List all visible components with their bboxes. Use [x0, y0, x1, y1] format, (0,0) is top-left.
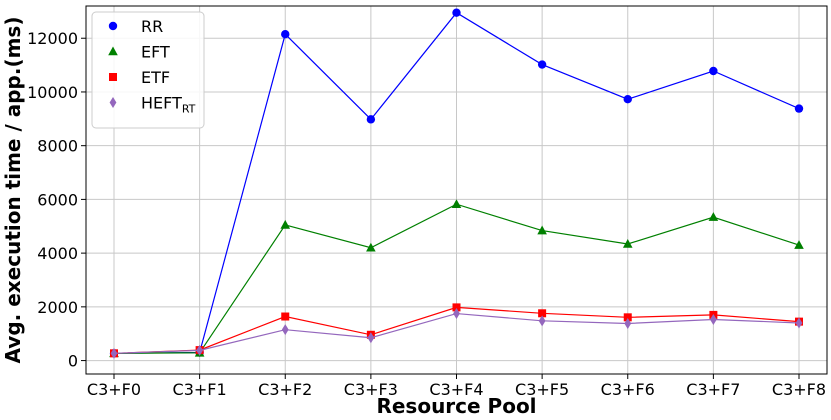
grid-lines: [86, 6, 827, 374]
data-point-rr: [452, 8, 461, 17]
x-tick-label: C3+F2: [258, 380, 312, 399]
x-tick-label: C3+F0: [87, 380, 141, 399]
data-point-heft-rt: [281, 324, 289, 336]
series-heft-rt: [110, 308, 803, 359]
data-point-eft: [708, 212, 719, 221]
data-point-heft-rt: [453, 308, 460, 320]
data-point-eft: [537, 225, 547, 235]
x-tick-label: C3+F6: [601, 380, 655, 399]
data-point-heft-rt: [196, 344, 204, 356]
y-tick-label: 0: [68, 352, 78, 371]
y-tick-label: 10000: [27, 83, 78, 102]
legend-marker-eft: [108, 46, 118, 56]
legend-marker-heft-rt: [109, 97, 117, 108]
legend-marker-rr: [108, 21, 118, 31]
y-axis-ticks: 0 2000 4000 6000 8000 10000 12000: [27, 29, 86, 371]
legend-box: [91, 11, 205, 129]
data-point-heft-rt: [709, 313, 717, 325]
plot-frame: [85, 5, 828, 375]
legend-marker-etf: [109, 73, 117, 81]
data-point-heft-rt: [795, 317, 803, 329]
data-point-rr: [281, 30, 290, 39]
y-tick-label: 2000: [37, 298, 78, 317]
data-point-eft: [280, 219, 291, 229]
data-point-rr: [794, 104, 804, 113]
data-point-rr: [537, 60, 547, 69]
x-tick-label: C3+F3: [344, 380, 398, 399]
data-point-eft: [794, 240, 804, 249]
data-point-heft-rt: [367, 332, 375, 344]
data-point-etf: [623, 313, 632, 322]
data-point-heft-rt: [110, 347, 118, 359]
x-tick-label: C3+F7: [686, 380, 740, 399]
legend-label-rr: RR: [141, 17, 163, 36]
data-point-rr: [366, 115, 376, 124]
data-point-eft: [366, 242, 376, 252]
data-point-rr: [709, 66, 718, 76]
data-point-etf: [452, 303, 461, 312]
y-tick-label: 6000: [37, 190, 78, 209]
legend-label-eft: EFT: [141, 43, 170, 62]
y-tick-label: 8000: [37, 137, 78, 156]
x-tick-label: C3+F8: [772, 380, 826, 399]
data-point-eft: [451, 199, 462, 209]
data-point-rr: [623, 95, 632, 104]
y-axis-title: Avg. execution time / app.(ms): [1, 17, 25, 364]
x-axis-ticks: C3+F0 C3+F1 C3+F2 C3+F3 C3+F4 C3+F5 C3+F6 C3+F7…: [87, 374, 826, 399]
x-tick-label: C3+F4: [429, 380, 483, 399]
series-layer: [109, 8, 804, 359]
x-tick-label: C3+F5: [515, 380, 569, 399]
data-point-heft-rt: [538, 315, 546, 327]
data-point-heft-rt: [624, 318, 632, 330]
data-point-etf: [281, 312, 290, 321]
x-axis-title: Resource Pool: [376, 394, 536, 418]
data-point-etf: [538, 309, 547, 318]
y-tick-label: 4000: [37, 244, 78, 263]
x-tick-label: C3+F1: [173, 380, 227, 399]
legend-label-etf: ETF: [141, 68, 170, 87]
y-tick-label: 12000: [27, 29, 78, 48]
data-point-eft: [622, 238, 633, 248]
